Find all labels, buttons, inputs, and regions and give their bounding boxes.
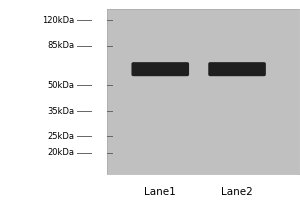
Text: Lane2: Lane2 xyxy=(221,187,253,197)
Text: 85kDa: 85kDa xyxy=(47,41,74,50)
Text: 35kDa: 35kDa xyxy=(47,107,74,116)
Text: 120kDa: 120kDa xyxy=(42,16,74,25)
FancyBboxPatch shape xyxy=(131,62,189,76)
Text: 50kDa: 50kDa xyxy=(47,81,74,90)
FancyBboxPatch shape xyxy=(208,62,266,76)
Text: 25kDa: 25kDa xyxy=(47,132,74,141)
Text: 20kDa: 20kDa xyxy=(47,148,74,157)
Text: Lane1: Lane1 xyxy=(144,187,176,197)
